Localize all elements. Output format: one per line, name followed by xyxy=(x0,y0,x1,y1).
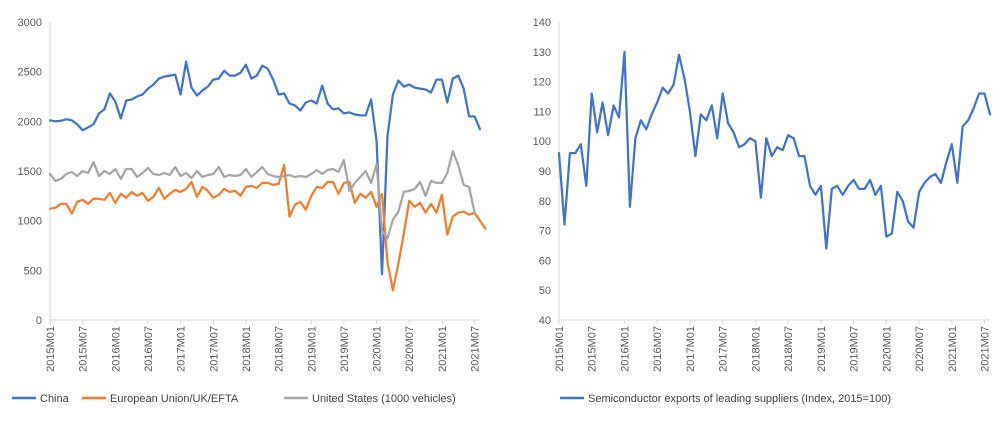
x-tick-label: 2021M01 xyxy=(437,326,449,372)
x-tick-label: 2016M01 xyxy=(619,326,631,372)
y-tick-label: 2500 xyxy=(18,67,42,79)
x-tick-label: 2020M07 xyxy=(914,326,926,372)
legend-label-european-union-uk-efta: European Union/UK/EFTA xyxy=(110,393,239,405)
x-tick-label: 2018M07 xyxy=(274,326,286,372)
y-tick-label: 500 xyxy=(24,265,42,277)
series-line-china xyxy=(48,60,482,276)
legend-label-semiconductor-exports-of-leading-suppliers-index-2015-100: Semiconductor exports of leading supplie… xyxy=(588,393,891,405)
x-tick-label: 2019M07 xyxy=(849,326,861,372)
x-tick-label: 2016M07 xyxy=(652,326,664,372)
legend-label-united-states-1000-vehicles: United States (1000 vehicles) xyxy=(312,393,456,405)
x-tick-label: 2015M01 xyxy=(554,326,566,372)
y-tick-label: 130 xyxy=(533,47,551,59)
x-tick-label: 2015M07 xyxy=(587,326,599,372)
legend: China European Union/UK/EFTA United States… xyxy=(12,393,456,405)
x-tick-label: 2019M01 xyxy=(306,326,318,372)
y-tick-label: 90 xyxy=(539,166,551,178)
x-tick-label: 2020M07 xyxy=(404,326,416,372)
y-tick-label: 0 xyxy=(36,315,42,327)
x-tick-label: 2018M01 xyxy=(241,326,253,372)
x-tick-label: 2018M07 xyxy=(783,326,795,372)
x-tick-label: 2021M07 xyxy=(470,326,482,372)
y-tick-label: 60 xyxy=(539,255,551,267)
left-chart-panel: 0 500 1000 1500 2000 2500 3000 2015M01 2015M07 20… xyxy=(12,17,487,405)
series-line-european-union-uk-efta xyxy=(48,163,487,292)
x-tick-label: 2019M01 xyxy=(816,326,828,372)
y-tick-label: 1000 xyxy=(18,216,42,228)
x-tick-label: 2020M01 xyxy=(881,326,893,372)
legend: Semiconductor exports of leading supplie… xyxy=(560,393,891,405)
y-tick-label: 110 xyxy=(533,106,551,118)
y-tick-label: 120 xyxy=(533,77,551,89)
right-chart-panel: 40 50 60 70 80 90 100 110 120 130 140 2015M01 2015M0… xyxy=(500,0,1000,421)
y-tick-label: 100 xyxy=(533,136,551,148)
semiconductor-exports-chart: 40 50 60 70 80 90 100 110 120 130 140 2015M01 2015M0… xyxy=(533,17,992,405)
x-tick-label: 2016M07 xyxy=(143,326,155,372)
vehicle-sales-chart: 0 500 1000 1500 2000 2500 3000 2015M01 2015M07 20… xyxy=(12,17,487,405)
x-tick-label: 2018M01 xyxy=(750,326,762,372)
x-tick-label: 2017M07 xyxy=(208,326,220,372)
x-tick-label: 2019M07 xyxy=(339,326,351,372)
x-tick-label: 2017M01 xyxy=(176,326,188,372)
y-tick-label: 40 xyxy=(539,315,551,327)
y-tick-label: 3000 xyxy=(18,17,42,29)
x-tick-label: 2015M01 xyxy=(45,326,57,372)
y-tick-label: 80 xyxy=(539,196,551,208)
x-tick-label: 2017M07 xyxy=(718,326,730,372)
y-tick-label: 2000 xyxy=(18,116,42,128)
x-tick-label: 2021M07 xyxy=(980,326,992,372)
x-tick-label: 2020M01 xyxy=(372,326,384,372)
legend-label-china: China xyxy=(40,393,70,405)
series-line-united-states-1000-vehicles xyxy=(48,149,476,240)
x-tick-label: 2016M01 xyxy=(110,326,122,372)
x-tick-label: 2015M07 xyxy=(78,326,90,372)
y-tick-label: 70 xyxy=(539,226,551,238)
x-tick-label: 2021M01 xyxy=(947,326,959,372)
y-tick-label: 50 xyxy=(539,285,551,297)
x-tick-label: 2017M01 xyxy=(685,326,697,372)
series-line-semiconductor-exports-of-leading-suppliers-index-2015-100 xyxy=(557,50,992,250)
y-tick-label: 140 xyxy=(533,17,551,29)
y-tick-label: 1500 xyxy=(18,166,42,178)
